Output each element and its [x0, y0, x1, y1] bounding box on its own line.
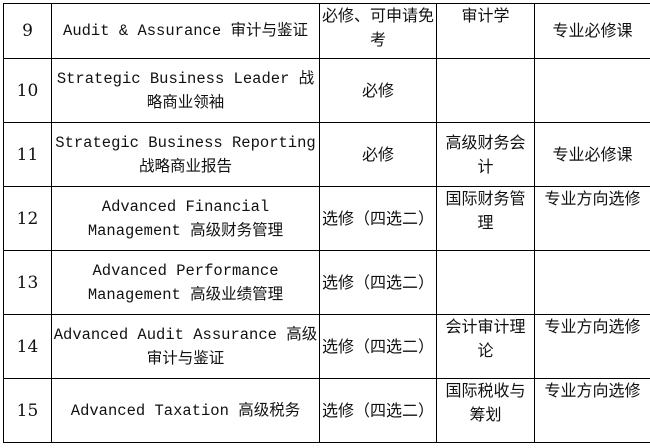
equivalent-course: 国际财务管理 [436, 186, 535, 251]
equivalent-course: 会计审计理论 [436, 314, 535, 379]
equivalent-course [436, 250, 535, 315]
course-category: 专业方向选修 [534, 314, 650, 379]
row-number: 14 [3, 314, 52, 379]
row-number: 13 [3, 250, 52, 315]
requirement: 选修（四选二） [319, 186, 437, 251]
row-number: 9 [3, 3, 52, 59]
course-category: 专业必修课 [534, 122, 650, 187]
requirement: 选修（四选二） [319, 314, 437, 379]
equivalent-course: 审计学 [436, 3, 535, 59]
row-number: 10 [3, 58, 52, 123]
course-name: Advanced Taxation 高级税务 [51, 378, 320, 443]
course-name: Audit & Assurance 审计与鉴证 [51, 3, 320, 59]
table-row: 10 Strategic Business Leader 战略商业领袖 必修 [3, 58, 650, 123]
requirement: 必修、可申请免考 [319, 3, 437, 59]
table-row: 15 Advanced Taxation 高级税务 选修（四选二） 国际税收与筹… [3, 378, 650, 443]
course-category [534, 58, 650, 123]
table-row: 12 Advanced Financial Management 高级财务管理 … [3, 186, 650, 251]
course-name: Advanced Financial Management 高级财务管理 [51, 186, 320, 251]
course-name: Advanced Audit Assurance 高级审计与鉴证 [51, 314, 320, 379]
table-row: 13 Advanced Performance Management 高级业绩管… [3, 250, 650, 315]
equivalent-course: 国际税收与筹划 [436, 378, 535, 443]
course-category [534, 250, 650, 315]
course-name: Strategic Business Leader 战略商业领袖 [51, 58, 320, 123]
equivalent-course: 高级财务会计 [436, 122, 535, 187]
course-name: Strategic Business Reporting 战略商业报告 [51, 122, 320, 187]
equivalent-course [436, 58, 535, 123]
requirement: 选修（四选二） [319, 250, 437, 315]
course-name: Advanced Performance Management 高级业绩管理 [51, 250, 320, 315]
row-number: 12 [3, 186, 52, 251]
requirement: 必修 [319, 122, 437, 187]
course-category: 专业方向选修 [534, 378, 650, 443]
row-number: 15 [3, 378, 52, 443]
table-row: 9 Audit & Assurance 审计与鉴证 必修、可申请免考 审计学 专… [3, 3, 650, 59]
row-number: 11 [3, 122, 52, 187]
requirement: 选修（四选二） [319, 378, 437, 443]
requirement: 必修 [319, 58, 437, 123]
course-category: 专业必修课 [534, 3, 650, 59]
table-row: 11 Strategic Business Reporting 战略商业报告 必… [3, 122, 650, 187]
course-category: 专业方向选修 [534, 186, 650, 251]
table-row: 14 Advanced Audit Assurance 高级审计与鉴证 选修（四… [3, 314, 650, 379]
course-table: 9 Audit & Assurance 审计与鉴证 必修、可申请免考 审计学 专… [3, 3, 650, 443]
